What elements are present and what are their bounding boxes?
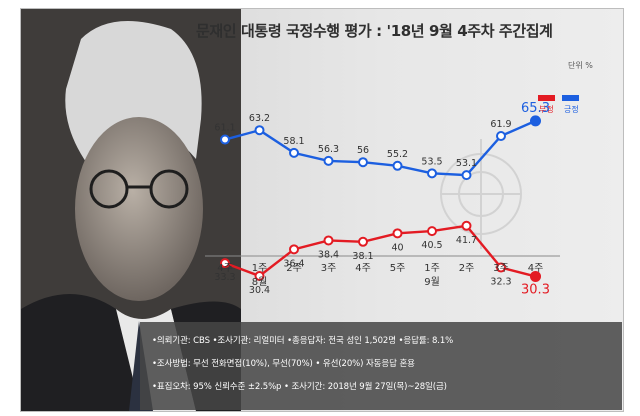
data-point-positive [358,157,368,168]
x-tick-label: 4주 [528,263,544,274]
data-point-negative [530,270,541,282]
legend-label-negative: 부정 [539,105,554,114]
data-point-negative [496,262,506,273]
data-point-negative [392,228,403,239]
data-label-negative: 32.3 [490,277,511,288]
data-label-negative: 30.3 [521,282,550,297]
data-label-positive: 61.1 [214,123,235,134]
chart-title: 문재인 대통령 국정수행 평가 : '18년 9월 4주차 주간집계 [196,22,553,40]
data-point-negative [427,226,437,237]
data-point-positive [323,155,334,166]
data-point-negative [289,244,299,255]
x-month-label: 8월 [252,276,268,288]
data-point-positive [220,134,230,145]
data-label-negative: 36.4 [283,258,304,269]
survey-note-1: •의뢰기관: CBS •조사기관: 리얼미터 •총응답자: 전국 성인 1,50… [152,336,454,346]
data-label-positive: 56.3 [318,144,339,155]
x-month-label: 9월 [424,276,440,288]
survey-note-3: •표집오차: 95% 신뢰수준 ±2.5%p • 조사기간: 2018년 9월 … [152,382,447,392]
data-label-negative: 30.4 [249,285,270,296]
data-label-positive: 53.1 [456,158,477,169]
legend-label-positive: 긍정 [564,105,579,114]
data-point-positive [254,125,265,136]
data-label-negative: 40.5 [421,240,442,251]
data-point-negative [461,220,472,231]
legend-swatch-negative [538,95,555,101]
data-point-negative [358,236,368,247]
data-label-negative: 38.1 [352,251,373,262]
line-chart: 61.1 63.2 58.1 56.3 56 55.2 53.5 53.1 61.9 65.3 33… [205,101,560,297]
x-tick-label: 5주 [390,263,406,274]
data-point-negative [220,258,230,269]
x-tick-label: 1주 [424,263,440,274]
data-point-negative [323,235,334,246]
survey-notes: •의뢰기관: CBS •조사기관: 리얼미터 •총응답자: 전국 성인 1,50… [140,322,622,410]
data-point-positive [461,170,472,181]
x-tick-label: 1주 [252,263,268,274]
data-label-negative: 38.4 [318,249,339,260]
data-label-negative: 33.3 [214,272,235,283]
data-point-positive [392,160,403,171]
data-label-positive: 58.1 [283,136,304,147]
unit-label: 단위 % [568,61,593,70]
series-line-negative [224,224,536,278]
data-point-positive [530,115,541,127]
data-label-positive: 55.2 [387,149,408,160]
data-point-positive [496,131,506,141]
data-label-negative: 40 [391,242,403,253]
legend-swatch-positive [562,95,579,101]
data-label-positive: 61.9 [490,119,511,130]
x-tick-label: 3주 [321,263,337,274]
x-tick-label: 2주 [459,263,475,274]
x-tick-label: 2주 [286,263,302,274]
data-label-positive: 56 [357,145,369,156]
data-point-negative [254,271,265,281]
x-tick-label: 4주 [355,263,371,274]
survey-note-2: •조사방법: 무선 전화면접(10%), 무선(70%) • 유선(20%) 자… [152,359,415,369]
data-label-positive: 53.5 [421,156,442,167]
series-line-positive [224,119,536,177]
data-label-positive: 63.2 [249,113,270,124]
data-point-positive [427,168,437,179]
x-tick-label: 3주 [493,263,509,274]
data-label-positive: 65.3 [521,101,550,116]
data-point-positive [289,147,299,158]
data-label-negative: 41.7 [456,235,477,246]
x-tick-label: 4주 [217,263,233,274]
